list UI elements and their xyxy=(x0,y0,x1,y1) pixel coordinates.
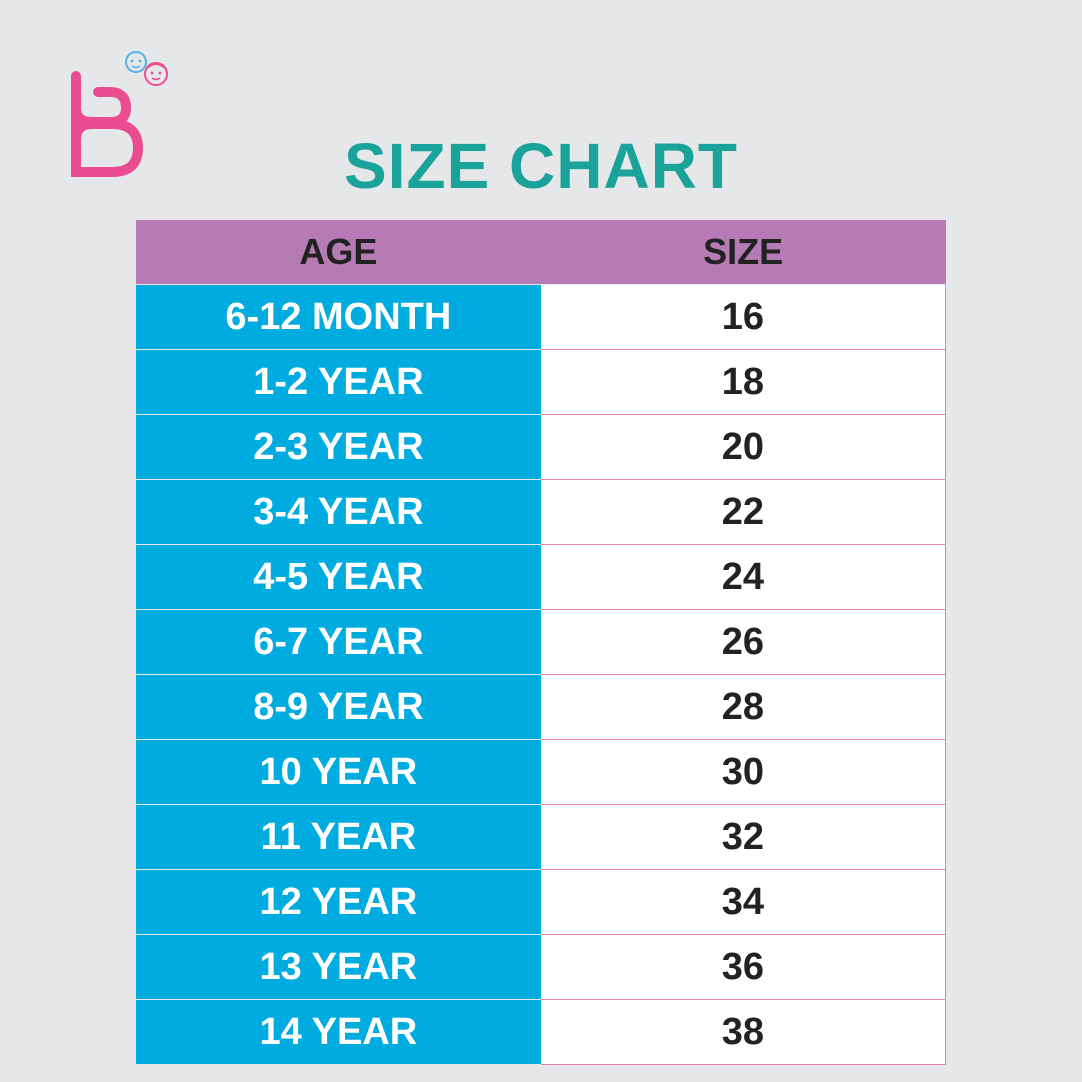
size-cell: 30 xyxy=(540,739,946,805)
age-cell: 3-4 YEAR xyxy=(136,479,541,545)
page-title: SIZE CHART xyxy=(344,130,738,202)
table-row: 14 YEAR 38 xyxy=(136,999,946,1065)
boy-face-icon xyxy=(125,51,147,73)
size-cell: 36 xyxy=(540,934,946,1000)
letter-b-logo-icon xyxy=(71,51,168,177)
table-row: 10 YEAR 30 xyxy=(136,739,946,805)
brand-logo xyxy=(62,48,182,188)
size-cell: 18 xyxy=(540,349,946,415)
table-header-row: AGE SIZE xyxy=(136,220,946,285)
age-cell: 13 YEAR xyxy=(136,934,541,1000)
age-cell: 2-3 YEAR xyxy=(136,414,541,480)
table-row: 6-7 YEAR 26 xyxy=(136,609,946,675)
age-cell: 6-12 MONTH xyxy=(136,284,541,350)
table-row: 6-12 MONTH 16 xyxy=(136,284,946,350)
age-cell: 14 YEAR xyxy=(136,999,541,1065)
age-cell: 10 YEAR xyxy=(136,739,541,805)
size-cell: 16 xyxy=(540,284,946,350)
age-cell: 1-2 YEAR xyxy=(136,349,541,415)
table-row: 2-3 YEAR 20 xyxy=(136,414,946,480)
age-cell: 4-5 YEAR xyxy=(136,544,541,610)
age-cell: 11 YEAR xyxy=(136,804,541,870)
age-cell: 8-9 YEAR xyxy=(136,674,541,740)
size-column-header: SIZE xyxy=(540,220,946,285)
table-body: 6-12 MONTH 16 1-2 YEAR 18 2-3 YEAR 20 3-4 YEAR… xyxy=(136,284,946,1065)
table-row: 12 YEAR 34 xyxy=(136,869,946,935)
table-row: 4-5 YEAR 24 xyxy=(136,544,946,610)
size-cell: 20 xyxy=(540,414,946,480)
size-cell: 26 xyxy=(540,609,946,675)
table-row: 13 YEAR 36 xyxy=(136,934,946,1000)
table-row: 1-2 YEAR 18 xyxy=(136,349,946,415)
table-row: 3-4 YEAR 22 xyxy=(136,479,946,545)
table-row: 11 YEAR 32 xyxy=(136,804,946,870)
size-cell: 24 xyxy=(540,544,946,610)
size-cell: 28 xyxy=(540,674,946,740)
girl-face-icon xyxy=(144,62,168,86)
age-column-header: AGE xyxy=(136,220,541,285)
age-cell: 6-7 YEAR xyxy=(136,609,541,675)
age-cell: 12 YEAR xyxy=(136,869,541,935)
size-cell: 34 xyxy=(540,869,946,935)
size-cell: 32 xyxy=(540,804,946,870)
size-cell: 22 xyxy=(540,479,946,545)
size-cell: 38 xyxy=(540,999,946,1065)
table-row: 8-9 YEAR 28 xyxy=(136,674,946,740)
size-chart-table: AGE SIZE 6-12 MONTH 16 1-2 YEAR 18 2-3 YEAR 2… xyxy=(136,220,946,1065)
